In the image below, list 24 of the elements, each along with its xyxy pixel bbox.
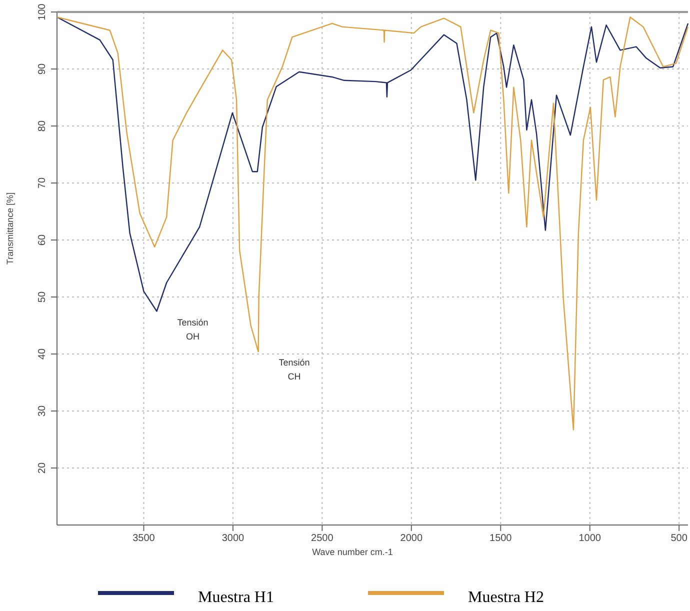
y-tick-label: 80 [37,120,48,132]
y-tick-label: 40 [37,348,48,360]
x-tick-label: 1000 [578,533,602,544]
line-series [56,16,689,430]
y-tick-label: 20 [37,462,48,474]
legend-label: Muestra H2 [468,589,544,606]
x-tick-label: 3000 [222,533,245,544]
y-axis-title: Transmittance [%] [5,192,15,265]
x-axis-title: Wave number cm.-1 [312,547,393,557]
y-tick-label: 70 [37,177,48,189]
x-tick-label: 3500 [132,533,156,544]
x-tick-label: 1500 [490,533,512,544]
y-tick-label: 60 [37,234,48,246]
y-tick-label: 100 [37,3,48,20]
annotation: Tensión OH [177,317,208,342]
x-tick-label: 2500 [311,533,334,544]
x-tick-label: 2000 [400,533,423,544]
line-series [56,16,689,312]
y-tick-label: 30 [37,405,48,417]
annotation: Tensión CH [278,358,310,382]
y-tick-label: 50 [37,291,48,303]
y-tick-label: 90 [37,63,48,75]
legend-label: Muestra H1 [198,589,274,606]
x-tick-label: 500 [670,533,688,544]
